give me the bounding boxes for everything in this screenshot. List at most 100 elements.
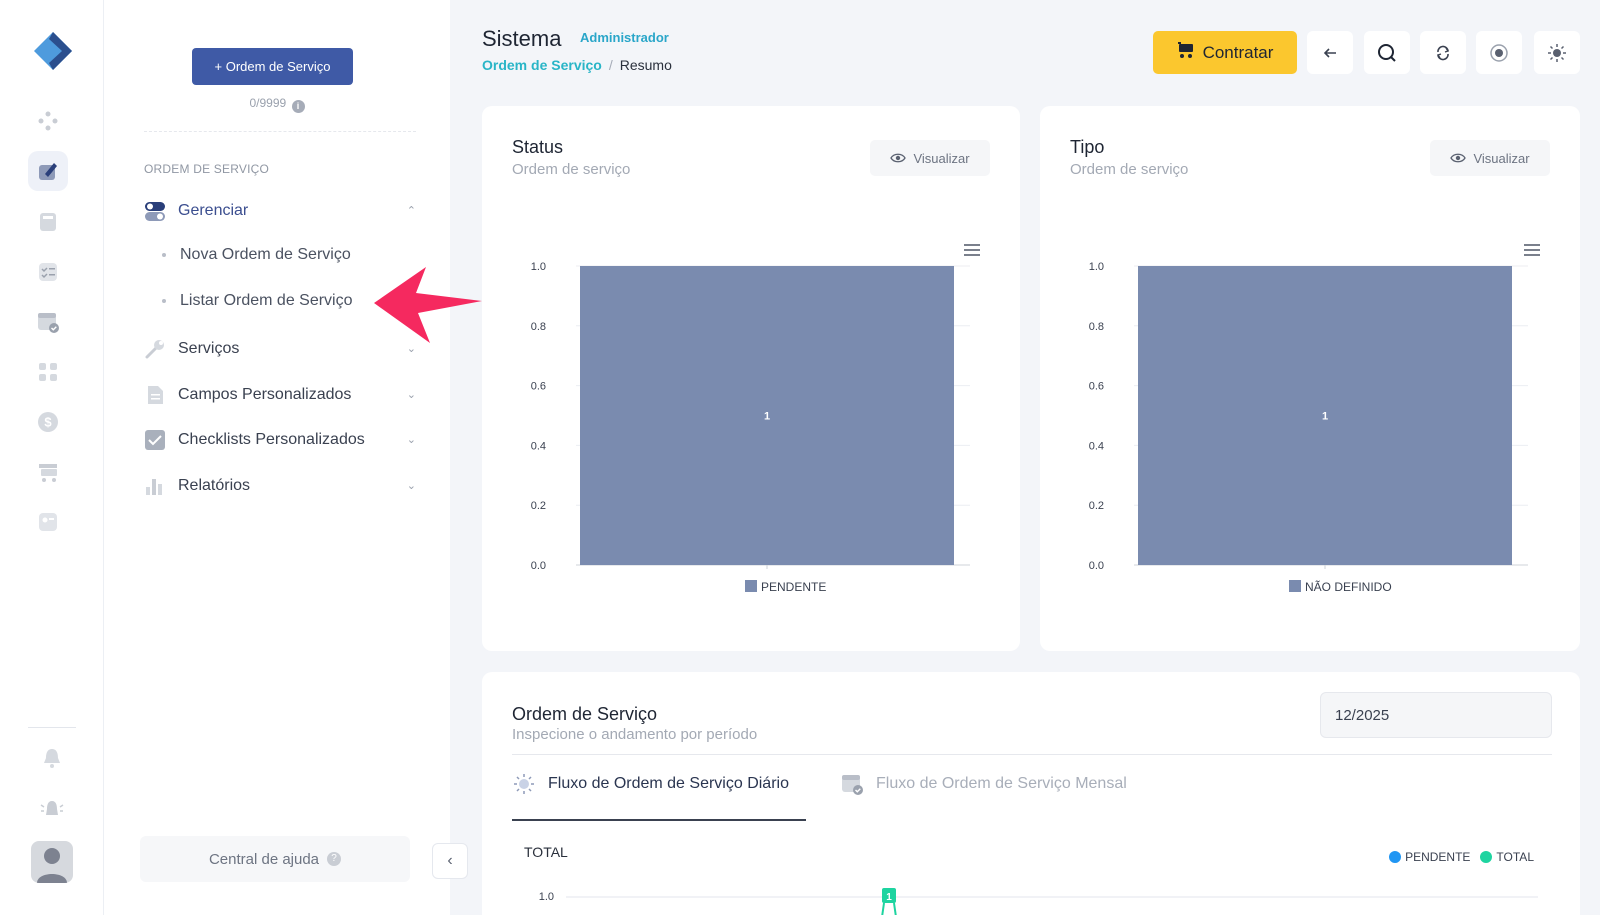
status-bar-chart: 0.0 0.2 0.4 0.6 0.8 1.0 1 PENDENTE — [531, 261, 970, 594]
tipo-card: Tipo Ordem de serviço Visualizar 0.0 0.2 0… — [1040, 106, 1580, 651]
submenu-listar-ordem[interactable]: Listar Ordem de Serviço — [162, 292, 353, 310]
arrow-left-icon — [1323, 47, 1336, 58]
card-subtitle: Ordem de serviço — [1070, 161, 1189, 178]
calendar-check-icon[interactable] — [28, 302, 68, 342]
legend-swatch — [745, 580, 757, 592]
chart-menu-icon[interactable] — [964, 244, 980, 259]
breadcrumb-link[interactable]: Ordem de Serviço — [482, 57, 602, 73]
legend-swatch — [1289, 580, 1301, 592]
y-tick-label: 0.0 — [531, 560, 546, 572]
grid-icon[interactable] — [28, 352, 68, 392]
menu-label: Serviços — [178, 340, 240, 357]
chart-menu-icon[interactable] — [1524, 244, 1540, 259]
focus-button[interactable] — [1476, 31, 1522, 74]
status-card: Status Ordem de serviço Visualizar 0.0 0.… — [482, 106, 1020, 651]
service-order-icon[interactable] — [28, 151, 68, 191]
help-label: Central de ajuda — [208, 850, 320, 868]
tab-label: Fluxo de Ordem de Serviço Mensal — [876, 775, 1127, 792]
icon-rail: $ — [0, 0, 104, 915]
breadcrumb: Ordem de Serviço / Resumo — [482, 57, 672, 73]
app-logo[interactable] — [32, 30, 74, 72]
menu-item-campos[interactable]: Campos Personalizados ⌄ — [144, 380, 416, 410]
bell-icon[interactable] — [32, 738, 72, 778]
menu-item-gerenciar[interactable]: Gerenciar ⌃ — [144, 196, 416, 226]
search-button[interactable] — [1364, 31, 1410, 74]
menu-item-relatorios[interactable]: Relatórios ⌄ — [144, 471, 416, 501]
checklist-icon[interactable] — [28, 252, 68, 292]
dashboard-icon[interactable] — [28, 101, 68, 141]
alarm-icon[interactable] — [32, 789, 72, 829]
sidebar-divider — [144, 131, 416, 132]
flow-legend: PENDENTE TOTAL — [1389, 850, 1534, 864]
dollar-icon[interactable]: $ — [28, 402, 68, 442]
legend-item-total[interactable]: TOTAL — [1480, 850, 1534, 864]
y-tick-label: 0.2 — [531, 500, 546, 512]
info-icon[interactable]: i — [291, 100, 305, 113]
menu-label: Relatórios — [178, 477, 251, 494]
total-marker[interactable]: 1 — [881, 888, 897, 915]
menu-label: Gerenciar — [178, 202, 249, 219]
card-title: Ordem de Serviço — [512, 704, 658, 724]
collapse-sidebar-button[interactable]: ‹ — [432, 843, 468, 879]
bar — [1138, 266, 1512, 565]
calendar-check-icon — [842, 775, 863, 795]
menu-item-checklists[interactable]: Checklists Personalizados ⌄ — [144, 425, 416, 455]
chevron-left-icon: ‹ — [447, 852, 453, 869]
legend-label: NÃO DEFINIDO — [1305, 580, 1392, 594]
chevron-down-icon: ⌄ — [406, 480, 416, 492]
card-title: Status — [512, 137, 564, 157]
visualizar-label: Visualizar — [1473, 150, 1530, 166]
sun-icon — [514, 774, 534, 794]
y-tick-label: 0.4 — [1089, 440, 1104, 452]
chevron-down-icon: ⌄ — [406, 343, 416, 355]
legend-item-pendente[interactable]: PENDENTE — [1389, 850, 1470, 864]
menu-label: Campos Personalizados — [178, 386, 352, 403]
y-tick-label: 1.0 — [539, 891, 554, 903]
eye-icon — [890, 153, 907, 163]
tab-monthly[interactable]: Fluxo de Ordem de Serviço Mensal — [840, 772, 1127, 796]
refresh-icon — [1436, 45, 1450, 60]
back-button[interactable] — [1307, 31, 1353, 74]
annotation-arrow-icon — [374, 267, 482, 343]
breadcrumb-current: Resumo — [619, 57, 672, 73]
svg-text:1: 1 — [886, 892, 892, 903]
legend-label: PENDENTE — [761, 580, 826, 594]
submenu-nova-ordem[interactable]: Nova Ordem de Serviço — [162, 246, 351, 264]
tab-divider — [512, 754, 1552, 755]
cart-icon — [1177, 41, 1195, 64]
period-input[interactable]: 12/2025 — [1320, 692, 1552, 738]
cart-icon[interactable] — [28, 452, 68, 492]
eye-icon — [1450, 153, 1467, 163]
user-avatar[interactable] — [31, 841, 73, 883]
help-center-button[interactable]: Central de ajuda ? — [140, 836, 410, 882]
y-tick-label: 1.0 — [531, 261, 546, 273]
visualizar-button[interactable]: Visualizar — [1430, 140, 1550, 176]
submenu-label: Nova Ordem de Serviço — [180, 246, 351, 263]
calculator-icon[interactable] — [28, 202, 68, 242]
tab-daily[interactable]: Fluxo de Ordem de Serviço Diário — [512, 772, 789, 796]
visualizar-label: Visualizar — [913, 150, 970, 166]
chevron-up-icon: ⌃ — [406, 205, 416, 217]
quota-value: 0/9999 — [249, 96, 287, 110]
question-icon: ? — [327, 852, 342, 866]
y-tick-label: 0.6 — [1089, 381, 1104, 393]
breadcrumb-separator: / — [608, 57, 613, 73]
card-subtitle: Inspecione o andamento por período — [512, 726, 758, 743]
flow-card: Ordem de Serviço Inspecione o andamento … — [482, 672, 1580, 915]
svg-text:$: $ — [44, 415, 52, 430]
menu-item-servicos[interactable]: Serviços ⌄ — [144, 334, 416, 364]
refresh-button[interactable] — [1420, 31, 1466, 74]
contratar-button[interactable]: Contratar — [1153, 31, 1297, 74]
visualizar-button[interactable]: Visualizar — [870, 140, 990, 176]
wrench-icon — [144, 338, 166, 360]
flow-line-chart: 1.0 1 — [539, 888, 1538, 915]
chevron-down-icon: ⌄ — [406, 389, 416, 401]
y-tick-label: 0.2 — [1089, 500, 1104, 512]
theme-toggle-button[interactable] — [1534, 31, 1580, 74]
y-tick-label: 0.8 — [531, 321, 546, 333]
search-icon — [1378, 43, 1396, 62]
bar — [580, 266, 954, 565]
bullet-icon — [162, 299, 166, 303]
contact-card-icon[interactable] — [28, 502, 68, 542]
new-service-order-button[interactable]: + Ordem de Serviço — [192, 48, 353, 85]
